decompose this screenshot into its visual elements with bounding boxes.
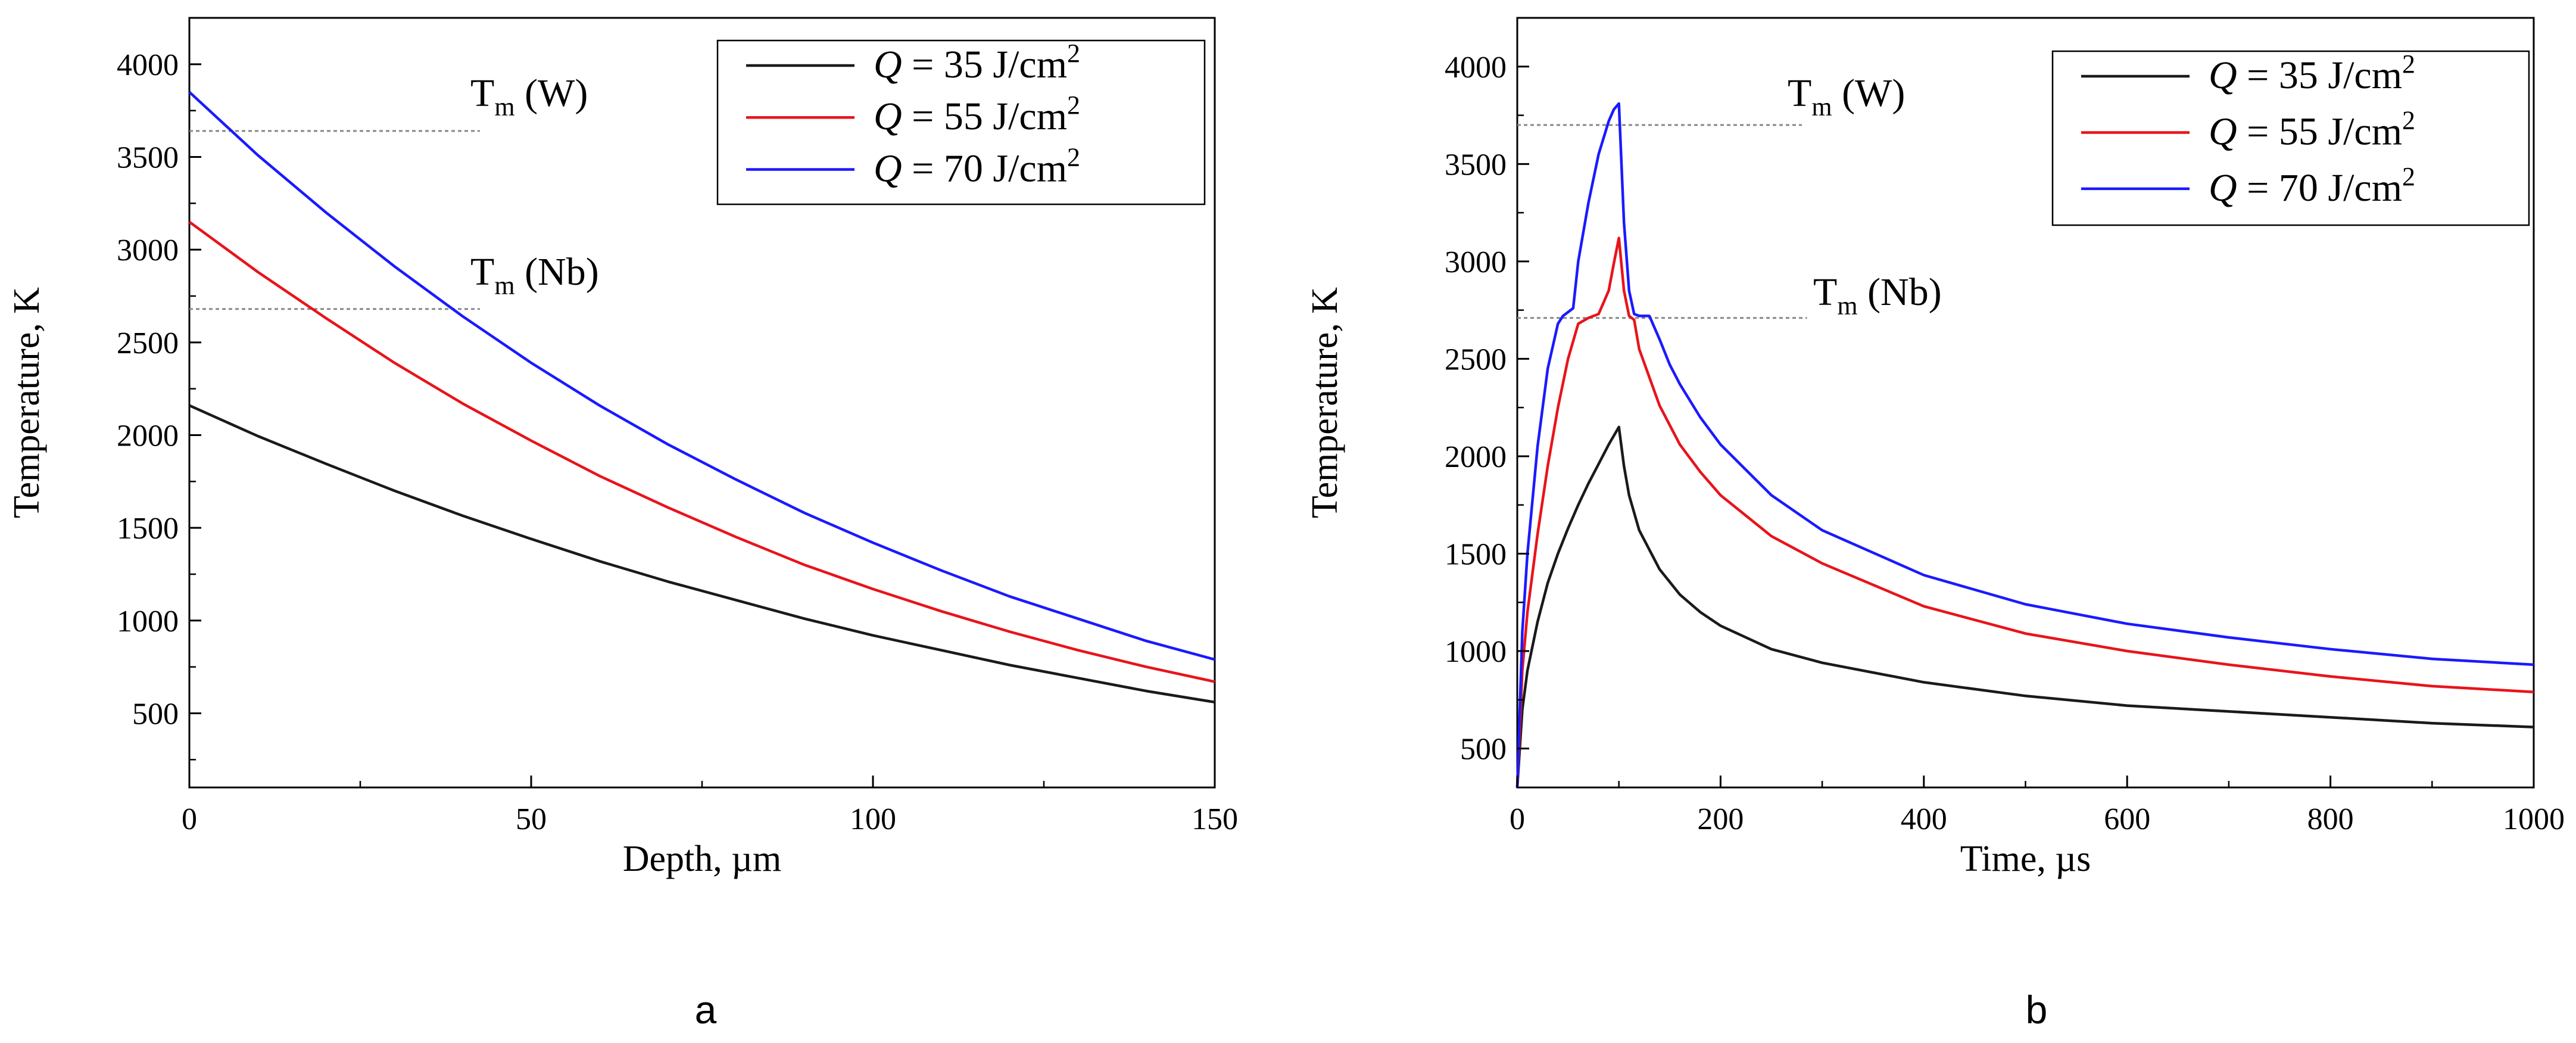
melting-point-subscript: m bbox=[1837, 291, 1857, 320]
series-line-3 bbox=[1515, 102, 2534, 788]
legend-q-symbol: Q bbox=[874, 147, 902, 190]
series-line-1 bbox=[189, 404, 1215, 704]
y-tick-label: 4000 bbox=[117, 48, 179, 82]
melting-point-label: Tm (W) bbox=[1788, 71, 1905, 122]
y-tick-label: 3500 bbox=[117, 141, 179, 175]
melting-point-material: (Nb) bbox=[1858, 270, 1942, 314]
melting-point-label: Tm (Nb) bbox=[1813, 270, 1942, 320]
y-tick-label: 1500 bbox=[117, 512, 179, 546]
melting-point-material: (W) bbox=[1832, 71, 1906, 115]
legend-label-2: Q = 55 J/cm2 bbox=[2209, 105, 2415, 153]
legend-value: = 55 J/cm bbox=[902, 95, 1067, 138]
legend-value: = 55 J/cm bbox=[2237, 110, 2402, 153]
legend-q-symbol: Q bbox=[874, 95, 902, 138]
y-tick-label: 4000 bbox=[1445, 51, 1507, 85]
legend-box bbox=[716, 39, 1206, 206]
y-tick-label: 500 bbox=[1460, 733, 1507, 767]
series-line-2 bbox=[1515, 236, 2534, 788]
melting-point-symbol: T bbox=[1788, 71, 1811, 115]
melting-point-subscript: m bbox=[1811, 92, 1832, 122]
legend-label-1: Q = 35 J/cm2 bbox=[2209, 49, 2415, 97]
panel-b-chart: 0 200 400 600 800 1000 500 1000 1500 2000 2500 3000… bbox=[1305, 17, 2565, 1032]
legend-box bbox=[2051, 50, 2530, 226]
y-tick-label: 1000 bbox=[117, 605, 179, 639]
legend-superscript: 2 bbox=[1067, 142, 1080, 172]
melting-point-material: (Nb) bbox=[515, 250, 599, 294]
x-tick-label: 1000 bbox=[2503, 802, 2565, 836]
legend-superscript: 2 bbox=[1067, 91, 1080, 120]
series-line-1 bbox=[1515, 425, 2534, 788]
legend-q-symbol: Q bbox=[2209, 110, 2237, 153]
melting-point-subscript: m bbox=[494, 92, 514, 122]
legend-value: = 70 J/cm bbox=[2237, 166, 2402, 210]
legend-value: = 70 J/cm bbox=[902, 147, 1067, 190]
y-tick-label: 3000 bbox=[1445, 245, 1507, 279]
legend-label-3: Q = 70 J/cm2 bbox=[2209, 162, 2415, 210]
x-tick-label: 200 bbox=[1697, 802, 1744, 836]
series-line-3 bbox=[188, 91, 1215, 661]
legend-superscript: 2 bbox=[2402, 162, 2415, 191]
panel-label: a bbox=[695, 988, 717, 1032]
legend-label-1: Q = 35 J/cm2 bbox=[874, 39, 1080, 86]
legend-label-2: Q = 55 J/cm2 bbox=[874, 91, 1080, 138]
y-tick-label: 3000 bbox=[117, 233, 179, 267]
panel-label: b bbox=[2026, 988, 2048, 1032]
x-tick-label: 150 bbox=[1192, 802, 1238, 836]
y-tick-label: 3500 bbox=[1445, 148, 1507, 182]
y-tick-label: 2000 bbox=[117, 419, 179, 453]
series-line-2 bbox=[188, 220, 1215, 683]
legend-q-symbol: Q bbox=[874, 43, 902, 86]
x-tick-label: 800 bbox=[2307, 802, 2354, 836]
legend-q-symbol: Q bbox=[2209, 166, 2237, 210]
melting-point-symbol: T bbox=[1813, 270, 1837, 314]
x-axis-title: Time, µs bbox=[1960, 839, 2091, 879]
legend-label-3: Q = 70 J/cm2 bbox=[874, 142, 1080, 190]
legend-superscript: 2 bbox=[1067, 39, 1080, 68]
legend-q-symbol: Q bbox=[2209, 54, 2237, 97]
y-tick-label: 2000 bbox=[1445, 440, 1507, 474]
legend-value: = 35 J/cm bbox=[902, 43, 1067, 86]
y-tick-label: 500 bbox=[132, 697, 179, 731]
x-tick-label: 100 bbox=[850, 802, 896, 836]
melting-point-subscript: m bbox=[494, 271, 514, 300]
y-axis-title: Temperature, K bbox=[1305, 287, 1345, 518]
x-tick-label: 0 bbox=[182, 802, 197, 836]
y-tick-label: 1000 bbox=[1445, 635, 1507, 669]
legend-value: = 35 J/cm bbox=[2237, 54, 2402, 97]
x-tick-label: 400 bbox=[1901, 802, 1947, 836]
legend-superscript: 2 bbox=[2402, 105, 2415, 135]
x-tick-label: 600 bbox=[2104, 802, 2150, 836]
y-tick-label: 1500 bbox=[1445, 537, 1507, 571]
melting-point-material: (W) bbox=[515, 71, 588, 115]
melting-point-label: Tm (W) bbox=[470, 71, 588, 122]
y-tick-label: 2500 bbox=[117, 326, 179, 360]
panel-a-chart: 0 50 100 150 500 1000 1500 2000 2500 3000 3500 4000… bbox=[7, 17, 1238, 1032]
legend-superscript: 2 bbox=[2402, 49, 2415, 79]
x-tick-label: 0 bbox=[1510, 802, 1525, 836]
melting-point-symbol: T bbox=[470, 71, 494, 115]
x-axis-title: Depth, µm bbox=[623, 839, 781, 879]
x-tick-label: 50 bbox=[516, 802, 547, 836]
y-axis-title: Temperature, K bbox=[7, 287, 47, 518]
melting-point-symbol: T bbox=[470, 250, 494, 294]
melting-point-label: Tm (Nb) bbox=[470, 250, 599, 300]
y-tick-label: 2500 bbox=[1445, 343, 1507, 376]
